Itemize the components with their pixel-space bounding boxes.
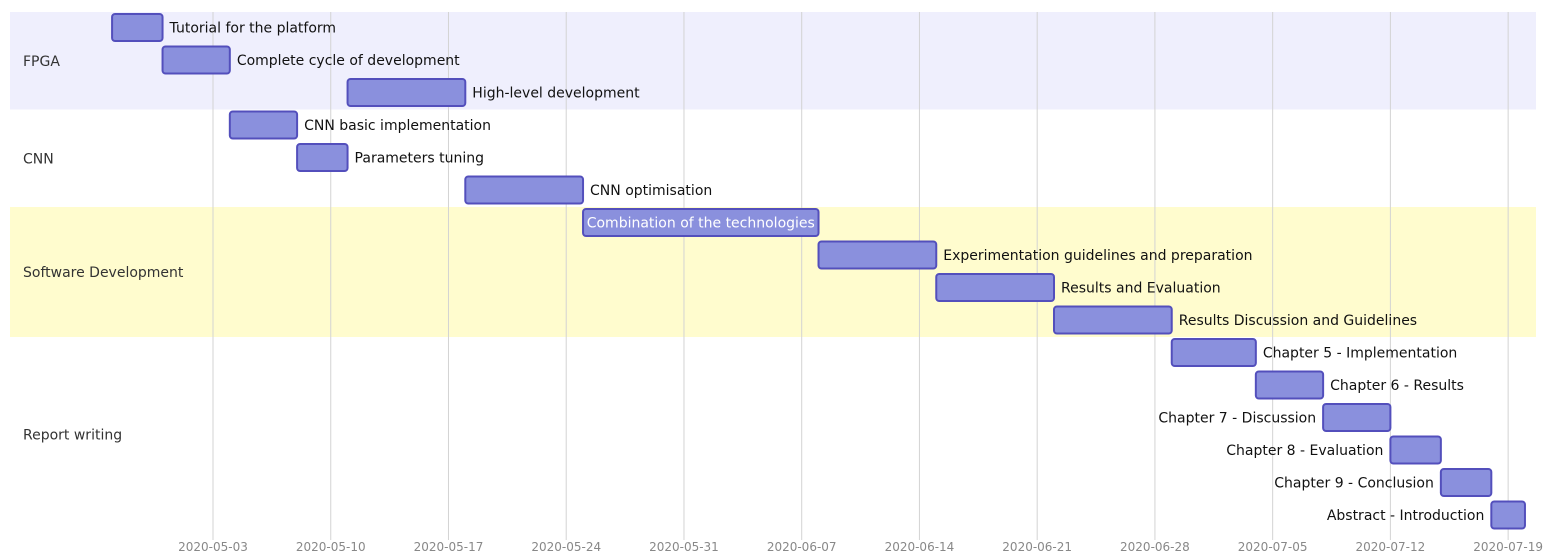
task-label: Tutorial for the platform bbox=[169, 21, 337, 37]
task-label: Abstract - Introduction bbox=[1327, 508, 1485, 524]
task-label: Chapter 6 - Results bbox=[1330, 378, 1464, 394]
task-label: Experimentation guidelines and preparati… bbox=[943, 248, 1252, 264]
section-band bbox=[10, 12, 1536, 110]
x-tick-label: 2020-05-17 bbox=[414, 540, 484, 554]
task-bar bbox=[111, 13, 164, 42]
task-label: Results Discussion and Guidelines bbox=[1179, 313, 1417, 329]
task-label: Chapter 8 - Evaluation bbox=[1226, 443, 1383, 459]
x-tick-label: 2020-06-21 bbox=[1002, 540, 1072, 554]
task-bar bbox=[1170, 338, 1257, 367]
task-bar bbox=[1053, 305, 1173, 335]
section-label: Software Development bbox=[23, 265, 184, 281]
task-label: CNN basic implementation bbox=[304, 118, 491, 134]
task-bar bbox=[161, 45, 231, 75]
section-band bbox=[10, 337, 1536, 532]
x-tick-label: 2020-07-19 bbox=[1473, 540, 1543, 554]
x-tick-label: 2020-07-05 bbox=[1238, 540, 1308, 554]
task-bar bbox=[228, 110, 299, 140]
task-label: Complete cycle of development bbox=[237, 53, 460, 69]
task-bar bbox=[1490, 500, 1526, 530]
task-label: Results and Evaluation bbox=[1061, 281, 1221, 297]
task-bar bbox=[464, 175, 585, 205]
task-label: Parameters tuning bbox=[355, 151, 484, 167]
task-bar bbox=[346, 78, 467, 107]
task-label: CNN optimisation bbox=[590, 183, 712, 199]
task-bar bbox=[296, 143, 349, 172]
task-bar bbox=[1254, 370, 1325, 400]
x-tick-label: 2020-05-31 bbox=[649, 540, 719, 554]
x-tick-label: 2020-06-14 bbox=[885, 540, 955, 554]
task-label: Chapter 9 - Conclusion bbox=[1274, 476, 1434, 492]
task-label: Combination of the technologies bbox=[587, 216, 815, 232]
task-bar bbox=[1322, 403, 1392, 432]
section-label: FPGA bbox=[23, 54, 60, 70]
task-labels: Tutorial for the platform Complete cycle … bbox=[169, 21, 1485, 525]
task-bars bbox=[111, 13, 1526, 530]
task-bar bbox=[817, 240, 938, 270]
task-bar bbox=[582, 208, 820, 237]
x-tick-label: 2020-05-03 bbox=[178, 540, 248, 554]
task-bar bbox=[935, 273, 1056, 302]
section-bands: FPGA CNN Software Development Report writin… bbox=[10, 12, 1536, 532]
section-label: Report writing bbox=[23, 428, 122, 444]
task-bar bbox=[1439, 468, 1493, 497]
task-label: High-level development bbox=[472, 86, 640, 102]
x-tick-label: 2020-05-24 bbox=[531, 540, 601, 554]
x-tick-label: 2020-07-12 bbox=[1356, 540, 1426, 554]
task-label: Chapter 5 - Implementation bbox=[1263, 346, 1457, 362]
x-tick-label: 2020-06-07 bbox=[767, 540, 837, 554]
x-tick-label: 2020-06-28 bbox=[1120, 540, 1190, 554]
x-tick-label: 2020-05-10 bbox=[296, 540, 366, 554]
task-bar bbox=[1389, 435, 1442, 465]
x-axis: 2020-05-03 2020-05-10 2020-05-17 2020-05-24… bbox=[178, 540, 1543, 554]
section-label: CNN bbox=[23, 151, 54, 167]
task-label: Chapter 7 - Discussion bbox=[1158, 411, 1316, 427]
